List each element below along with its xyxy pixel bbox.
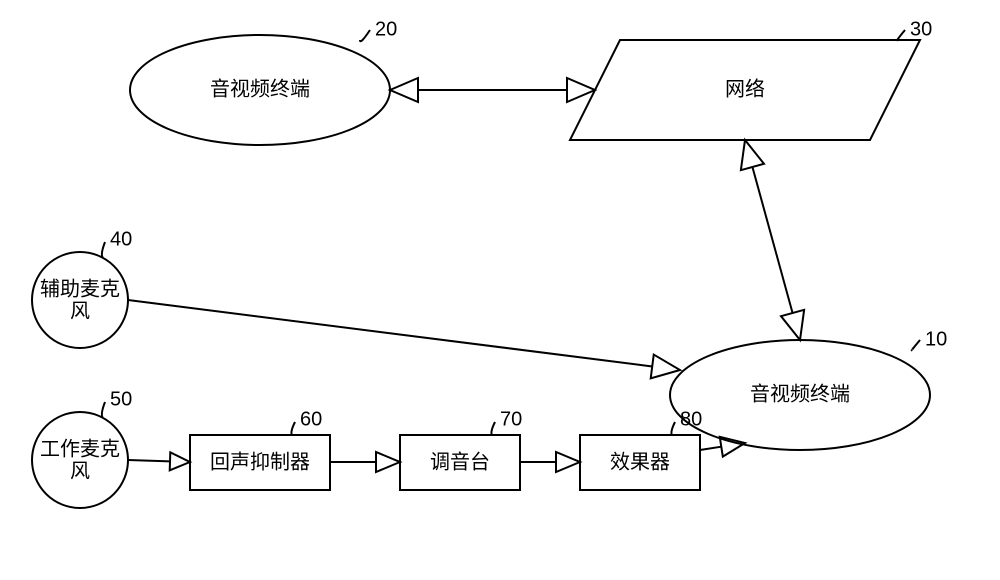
node-tag: 50 [110,388,132,410]
edge-e50_60 [128,452,190,470]
node-n50: 工作麦克风 50 [32,388,132,508]
edge-e30_10 [741,140,804,340]
tag-leader [102,402,105,418]
edge-e40_10 [128,300,680,378]
node-tag: 80 [680,408,702,430]
tag-leader [291,422,295,435]
tag-leader [671,422,675,435]
node-label: 风 [70,460,90,482]
tag-leader [102,242,105,258]
tag-leader [912,340,920,350]
node-label: 网络 [725,77,765,100]
node-label: 调音台 [430,450,490,473]
node-n60: 回声抑制器 60 [190,408,330,490]
node-label: 效果器 [610,450,670,473]
node-tag: 70 [500,408,522,430]
node-label: 风 [70,300,90,322]
node-n10: 音视频终端 10 [670,328,947,450]
node-n30: 网络 30 [570,18,932,140]
edge-e20_30 [390,78,595,102]
edge-e70_80 [520,452,580,472]
tag-leader [491,422,495,435]
node-label: 工作麦克 [40,437,120,460]
node-n70: 调音台 70 [400,408,522,490]
node-tag: 10 [925,328,947,350]
node-label: 回声抑制器 [210,450,310,473]
node-tag: 30 [910,18,932,40]
node-tag: 40 [110,228,132,250]
node-label: 辅助麦克 [40,277,120,300]
diagram-canvas: 音视频终端20网络30音视频终端10辅助麦克风40工作麦克风50回声抑制器60调… [0,0,1000,580]
tag-leader [897,30,905,40]
node-n40: 辅助麦克风 40 [32,228,132,348]
node-n20: 音视频终端 20 [130,18,397,145]
node-tag: 20 [375,18,397,40]
edge-e60_70 [330,452,400,472]
node-label: 音视频终端 [210,77,310,100]
node-label: 音视频终端 [750,382,850,405]
tag-leader [360,30,370,41]
node-tag: 60 [300,408,322,430]
node-n80: 效果器 80 [580,408,702,490]
